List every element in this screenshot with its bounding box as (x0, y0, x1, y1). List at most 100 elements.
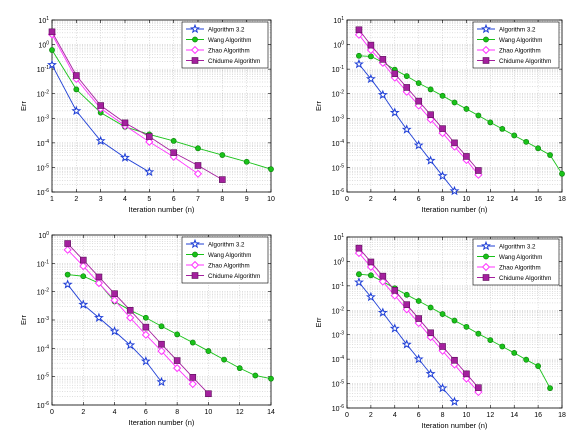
data-point (141, 330, 150, 339)
data-point (413, 353, 424, 364)
x-tick-label: 6 (144, 409, 148, 416)
data-point (157, 346, 166, 356)
y-tick-label: 100 (333, 41, 344, 50)
data-point (367, 272, 374, 279)
data-point (110, 296, 119, 305)
chart-panel-1: 1 2 3 4 5 6 7 8 9 10 10-6 10-5 10-4 10-3 10-2 10-1 100 10… (19, 16, 275, 214)
data-point (427, 304, 434, 311)
x-tick-label: 16 (534, 412, 542, 419)
data-point (403, 291, 410, 298)
legend-label: Algorithm 3.2 (499, 243, 536, 250)
y-axis-label: Err (19, 315, 28, 326)
data-point (377, 89, 388, 100)
legend-marker (192, 36, 198, 43)
data-point (511, 350, 518, 356)
data-point (78, 299, 89, 309)
legend-marker (482, 57, 490, 64)
data-point (427, 86, 434, 93)
y-tick-label: 10-2 (332, 90, 344, 99)
data-point (390, 291, 399, 300)
series-wang-algorithm (356, 52, 565, 177)
y-tick-label: 10-6 (332, 188, 344, 197)
x-tick-label: 4 (393, 412, 397, 419)
data-point (439, 92, 446, 99)
data-point (377, 307, 388, 317)
legend-marker (481, 45, 491, 55)
data-point (49, 47, 55, 53)
x-tick-label: 10 (267, 196, 275, 203)
data-point (142, 323, 150, 331)
y-tick-label: 10-5 (332, 380, 344, 389)
data-point (268, 166, 274, 173)
data-point (451, 99, 458, 106)
data-point (415, 97, 422, 105)
data-point (79, 261, 88, 271)
data-point (95, 135, 106, 146)
y-axis-label: Err (314, 317, 323, 328)
data-point (71, 105, 82, 116)
legend-marker (190, 238, 200, 249)
legend-marker (190, 45, 200, 55)
data-point (268, 375, 274, 382)
series-algorithm-3-2 (353, 277, 460, 406)
data-point (193, 169, 203, 178)
data-point (174, 331, 181, 338)
data-point (219, 176, 226, 183)
x-tick-label: 10 (463, 412, 471, 419)
y-tick-label: 10-3 (332, 331, 344, 340)
x-axis-label: Iteration number (n) (129, 418, 195, 427)
data-point (144, 166, 155, 177)
series-line (67, 243, 209, 395)
data-point (415, 298, 422, 304)
data-point (79, 256, 87, 264)
data-point (401, 339, 412, 349)
data-point (236, 365, 243, 372)
x-tick-label: 18 (558, 412, 566, 419)
x-tick-label: 0 (345, 412, 349, 419)
data-point (126, 313, 135, 322)
y-tick-label: 10-2 (332, 306, 344, 315)
legend-label: Wang Algorithm (208, 37, 251, 44)
data-point (121, 119, 129, 127)
data-point (140, 356, 151, 366)
x-tick-label: 3 (99, 196, 103, 203)
legend: Algorithm 3.2 Wang Algorithm Zhao Algorith… (472, 21, 560, 69)
legend-label: Algorithm 3.2 (208, 26, 245, 33)
data-point (547, 385, 553, 392)
x-tick-label: 6 (417, 412, 421, 419)
legend-label: Zhao Algorithm (499, 264, 541, 271)
data-point (427, 111, 434, 118)
data-point (111, 290, 118, 297)
y-tick-label: 101 (38, 16, 49, 25)
data-point (355, 26, 363, 34)
x-tick-label: 12 (486, 196, 494, 203)
data-point (391, 287, 399, 294)
data-point (243, 158, 250, 165)
data-point (463, 153, 470, 160)
data-point (356, 52, 362, 59)
x-tick-label: 2 (369, 196, 373, 203)
data-point (547, 152, 553, 158)
data-point (48, 28, 56, 36)
data-point (367, 258, 375, 266)
x-tick-label: 8 (220, 196, 224, 203)
data-point (523, 138, 530, 145)
y-tick-label: 10-6 (37, 401, 49, 410)
data-point (170, 138, 177, 144)
series-algorithm-3-2 (353, 58, 460, 196)
data-point (463, 323, 470, 330)
data-point (142, 314, 149, 321)
data-point (523, 356, 530, 363)
data-point (173, 364, 182, 373)
x-tick-label: 10 (205, 409, 213, 416)
x-axis-label: Iteration number (n) (129, 205, 195, 214)
data-point (356, 271, 362, 278)
x-tick-label: 8 (441, 412, 445, 419)
data-point (449, 185, 460, 196)
legend-label: Zhao Algorithm (499, 47, 541, 54)
y-tick-label: 10-2 (37, 288, 49, 297)
data-point (205, 348, 212, 354)
x-tick-label: 14 (510, 196, 518, 203)
y-axis-label: Err (19, 101, 28, 112)
data-point (389, 323, 400, 333)
